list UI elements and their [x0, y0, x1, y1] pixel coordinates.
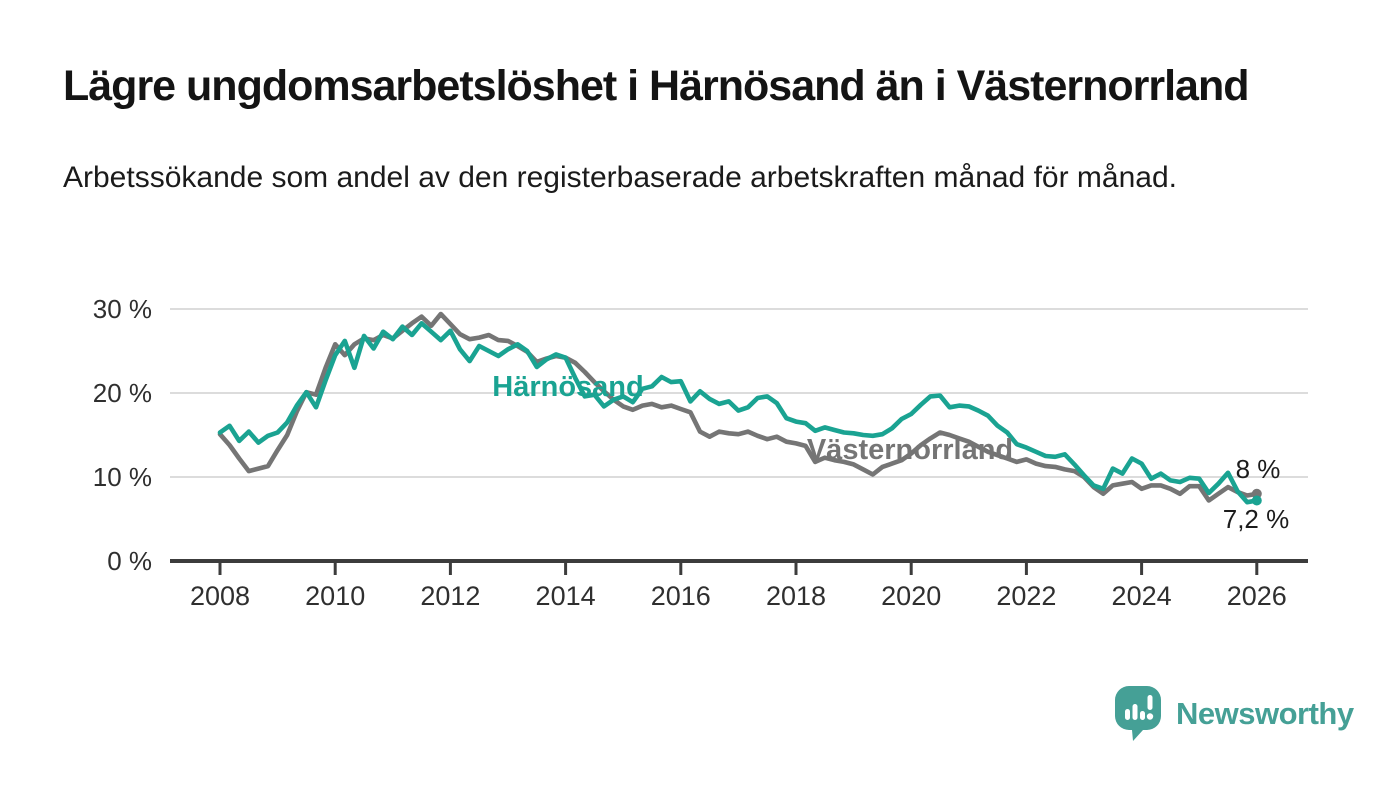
- line-harnosand: [217, 320, 1260, 505]
- line-end-dot-harnosand: [1251, 495, 1262, 506]
- x-axis-label: 2026: [1227, 581, 1287, 611]
- y-axis-label: 30 %: [93, 294, 152, 324]
- end-value-label-harnosand: 7,2 %: [1223, 504, 1290, 534]
- brand-footer: Newsworthy: [1113, 684, 1354, 744]
- brand-name: Newsworthy: [1176, 696, 1354, 731]
- logo-bar-icon: [1125, 709, 1130, 720]
- end-value-label-vasternorrland: 8 %: [1236, 454, 1281, 484]
- x-axis-label: 2012: [420, 581, 480, 611]
- x-axis-label: 2020: [881, 581, 941, 611]
- x-axis-label: 2018: [766, 581, 826, 611]
- logo-bar-icon: [1132, 704, 1138, 720]
- series-label-harnosand: Härnösand: [492, 371, 643, 403]
- x-axis-label: 2008: [190, 581, 250, 611]
- y-axis-label: 10 %: [93, 462, 152, 492]
- logo-exclamation-icon: [1147, 695, 1153, 710]
- x-axis-label: 2022: [996, 581, 1056, 611]
- x-axis-label: 2014: [536, 581, 596, 611]
- y-axis-label: 0 %: [107, 546, 152, 576]
- page-title: Lägre ungdomsarbetslöshet i Härnösand än…: [63, 62, 1249, 110]
- logo-bar-icon: [1140, 711, 1145, 720]
- chart-subtitle: Arbetssökande som andel av den registerb…: [63, 161, 1177, 194]
- series-label-vasternorrland: Västernorrland: [807, 434, 1013, 466]
- logo-bubble-shape: [1115, 686, 1161, 741]
- newsworthy-logo-icon: [1115, 686, 1161, 741]
- logo-exclamation-dot: [1146, 713, 1154, 720]
- y-axis-label: 20 %: [93, 378, 152, 408]
- x-axis-label: 2010: [305, 581, 365, 611]
- x-axis-label: 2024: [1112, 581, 1172, 611]
- x-axis-label: 2016: [651, 581, 711, 611]
